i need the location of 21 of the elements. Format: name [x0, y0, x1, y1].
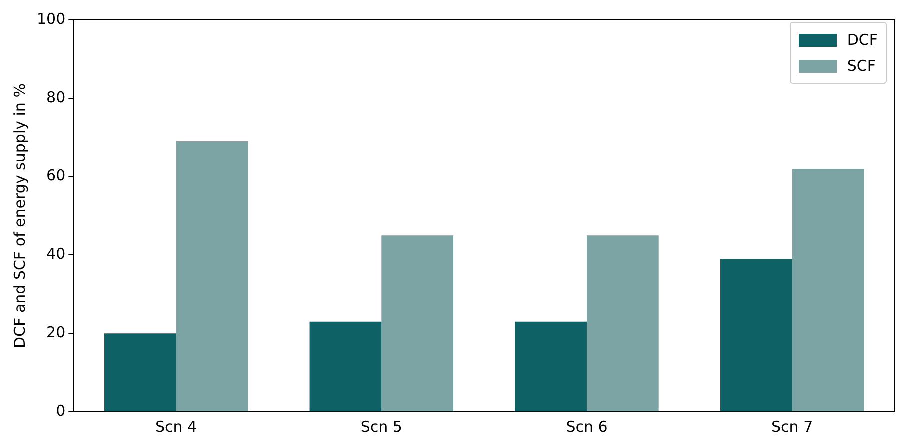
bar: [382, 236, 454, 412]
x-tick-label: Scn 7: [772, 418, 814, 436]
y-tick-label: 0: [56, 402, 66, 420]
x-tick-label: Scn 6: [566, 418, 608, 436]
bar: [586, 236, 659, 412]
legend-label: SCF: [847, 56, 876, 77]
y-tick-label: 60: [46, 166, 66, 185]
bar: [720, 259, 792, 412]
bar: [104, 334, 176, 412]
x-tick-label: Scn 4: [156, 418, 198, 436]
bar: [515, 322, 587, 412]
y-axis-title: DCF and SCF of energy supply in %: [10, 84, 29, 348]
y-tick-label: 20: [46, 323, 66, 342]
y-tick-label: 100: [36, 10, 66, 28]
legend-label: DCF: [847, 30, 878, 51]
bar: [310, 322, 382, 412]
y-tick-label: 40: [46, 245, 66, 264]
x-tick-label: Scn 5: [360, 418, 402, 436]
bar: [792, 168, 864, 412]
y-tick-label: 80: [46, 88, 66, 106]
bar: [176, 142, 248, 412]
